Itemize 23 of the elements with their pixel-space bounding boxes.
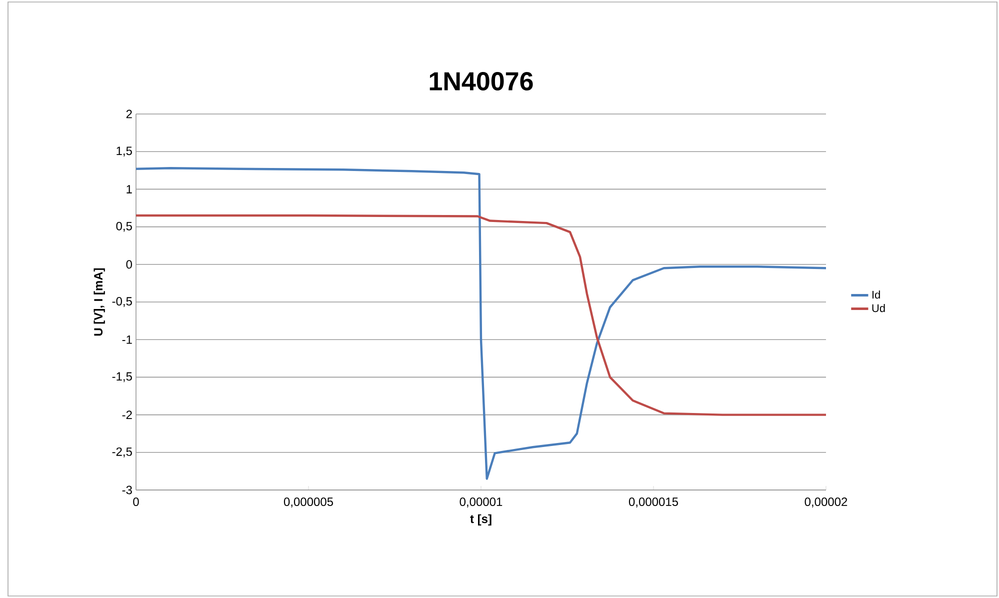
line-series (136, 167, 826, 480)
y-tick-label: 1 (126, 185, 132, 194)
x-tick-label: 0,00002 (804, 498, 848, 508)
y-tick-label: -2,5 (112, 447, 132, 458)
legend-label: Id (872, 290, 880, 299)
y-tick-label: 2 (126, 110, 132, 118)
y-tick-label: -1 (122, 335, 132, 344)
y-tick-label: -1,5 (112, 372, 132, 382)
x-tick-label: 0,00001 (460, 498, 502, 508)
x-axis-title: t [s] (470, 514, 492, 526)
y-tick-label: 0 (126, 260, 132, 269)
line-series (136, 214, 826, 416)
x-tick-label: 0,000005 (284, 498, 334, 508)
x-tick-label: 0 (133, 498, 139, 506)
y-tick-label: -0,5 (112, 297, 132, 307)
y-tick-label: -3 (122, 486, 132, 494)
y-axis-title: U [V], I [mA] (94, 268, 105, 336)
y-tick-label: 0,5 (116, 222, 132, 232)
legend-label: Ud (872, 304, 885, 312)
y-tick-label: 1,5 (116, 146, 132, 156)
x-tick-label: 0,000015 (628, 498, 678, 508)
chart-title: 1N40076 (430, 72, 533, 90)
y-tick-label: -2 (122, 410, 132, 419)
